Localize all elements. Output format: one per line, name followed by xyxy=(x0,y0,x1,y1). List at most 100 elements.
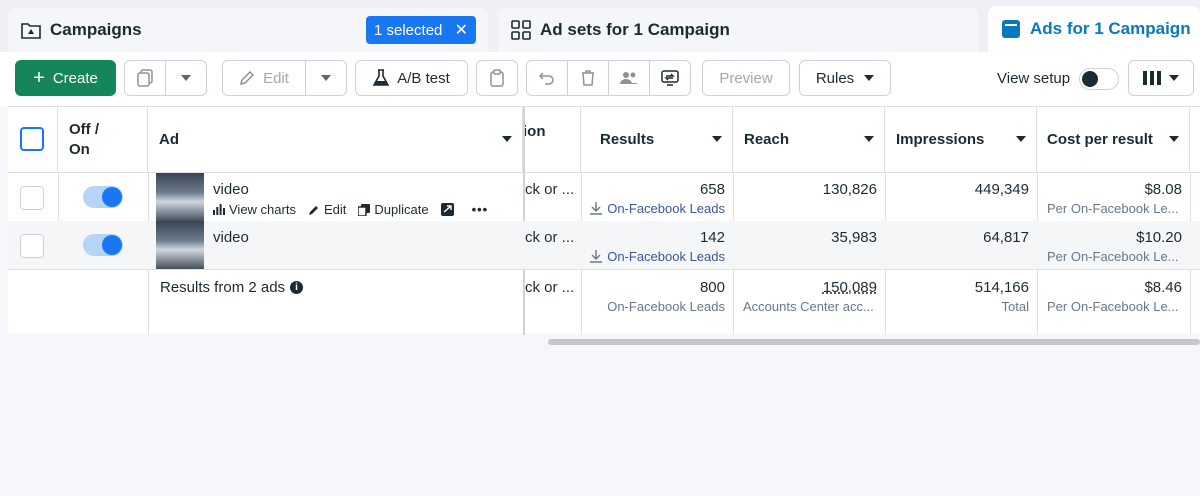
results-type-link[interactable]: On-Facebook Leads xyxy=(581,201,725,216)
chevron-down-icon xyxy=(321,75,331,81)
toggle-knob xyxy=(1082,71,1098,87)
cost-cell: $8.08 Per On-Facebook Le... xyxy=(1037,181,1190,216)
view-setup-toggle[interactable] xyxy=(1079,68,1119,90)
header-impressions[interactable]: Impressions xyxy=(885,107,1037,173)
header-partial[interactable]: ion xyxy=(523,107,581,173)
duplicate-icon xyxy=(137,69,153,87)
summary-results-subtitle: On-Facebook Leads xyxy=(607,299,725,314)
edit-link[interactable]: Edit xyxy=(308,202,346,217)
columns-button[interactable] xyxy=(1128,60,1194,96)
header-reach-label: Reach xyxy=(744,131,790,148)
close-icon[interactable]: ✕ xyxy=(454,22,468,39)
table-row[interactable]: video ck or ... 142 On-Facebook Leads 35… xyxy=(8,221,1200,269)
selected-chip[interactable]: 1 selected ✕ xyxy=(366,16,476,44)
summary-impressions-value: 514,166 xyxy=(974,279,1029,296)
results-value: 658 xyxy=(699,181,725,198)
cost-subtitle: Per On-Facebook Le... xyxy=(1047,201,1179,216)
header-impressions-label: Impressions xyxy=(896,131,985,148)
tab-campaigns[interactable]: Campaigns 1 selected ✕ xyxy=(8,8,488,52)
header-reach[interactable]: Reach xyxy=(733,107,885,173)
row-checkbox[interactable] xyxy=(20,186,44,210)
grid-icon xyxy=(510,19,532,41)
edit-dropdown[interactable] xyxy=(305,60,347,96)
duplicate-link-label: Duplicate xyxy=(374,202,429,217)
summary-cost-subtitle: Per On-Facebook Le... xyxy=(1047,299,1179,314)
summary-reach-subtitle: Accounts Center acc... xyxy=(743,299,874,314)
edit-button[interactable]: Edit xyxy=(222,60,306,96)
summary-cost-value: $8.46 xyxy=(1144,279,1182,296)
chevron-down-icon xyxy=(864,75,875,81)
header-results[interactable]: Results xyxy=(581,107,733,173)
delete-button[interactable] xyxy=(567,60,609,96)
clipboard-button[interactable] xyxy=(476,60,518,96)
clipboard-icon xyxy=(490,69,504,87)
horizontal-scrollbar[interactable] xyxy=(548,339,1200,345)
ad-name[interactable]: video xyxy=(213,181,249,198)
duplicate-icon xyxy=(358,203,371,216)
people-icon xyxy=(620,72,638,84)
results-type-label: On-Facebook Leads xyxy=(607,201,725,216)
cost-subtitle: Per On-Facebook Le... xyxy=(1047,249,1179,264)
folder-icon xyxy=(20,19,42,41)
tab-ads[interactable]: Ads for 1 Campaign xyxy=(988,6,1200,52)
ab-test-label: A/B test xyxy=(397,69,450,87)
impressions-value: 449,349 xyxy=(974,181,1029,198)
preview-button[interactable]: Preview xyxy=(702,60,790,96)
header-results-label: Results xyxy=(600,131,655,148)
view-charts-label: View charts xyxy=(229,202,296,217)
duplicate-link[interactable]: Duplicate xyxy=(358,202,429,217)
results-type-label: On-Facebook Leads xyxy=(607,249,725,264)
ad-thumbnail[interactable] xyxy=(156,173,204,221)
chevron-down-icon xyxy=(1169,136,1179,142)
external-link[interactable] xyxy=(440,203,454,216)
tab-ad-sets[interactable]: Ad sets for 1 Campaign xyxy=(498,8,978,52)
pencil-icon xyxy=(308,205,318,215)
chevron-down-icon xyxy=(181,75,191,81)
ads-table: Off / On Ad ion Results Reach Impression… xyxy=(8,106,1200,335)
edit-label: Edit xyxy=(263,69,289,87)
rules-button[interactable]: Rules xyxy=(799,60,891,96)
summary-cost-cell: $8.46 Per On-Facebook Le... xyxy=(1037,279,1190,314)
cost-value: $8.08 xyxy=(1144,181,1182,198)
cost-cell: $10.20 Per On-Facebook Le... xyxy=(1037,229,1190,264)
chevron-down-icon xyxy=(864,136,874,142)
summary-reach-value[interactable]: 150,089 xyxy=(822,279,877,296)
ad-name[interactable]: video xyxy=(213,229,249,246)
tab-ad-sets-label: Ad sets for 1 Campaign xyxy=(540,20,730,39)
select-all-checkbox[interactable] xyxy=(20,127,44,151)
ad-status-toggle[interactable] xyxy=(83,186,123,208)
summary-results-value: 800 xyxy=(699,279,725,296)
ad-thumbnail[interactable] xyxy=(156,221,204,269)
pin-icon xyxy=(440,203,454,216)
pencil-icon xyxy=(240,70,255,86)
view-setup-label: View setup xyxy=(997,70,1071,87)
compare-button[interactable] xyxy=(649,60,691,96)
summary-results-cell: 800 On-Facebook Leads xyxy=(581,279,733,314)
view-charts-link[interactable]: View charts xyxy=(213,202,296,217)
audience-button[interactable] xyxy=(608,60,650,96)
cost-value: $10.20 xyxy=(1136,229,1182,246)
results-type-link[interactable]: On-Facebook Leads xyxy=(581,249,725,264)
download-icon xyxy=(590,202,603,215)
info-icon[interactable]: i xyxy=(290,281,304,294)
summary-partial-value: ck or ... xyxy=(525,279,575,296)
more-options-icon[interactable]: ••• xyxy=(471,202,489,217)
impressions-value: 64,817 xyxy=(983,229,1029,246)
row-actions: View charts Edit Duplicate ••• xyxy=(213,202,500,217)
header-ad[interactable]: Ad xyxy=(148,107,523,173)
duplicate-button[interactable] xyxy=(124,60,166,96)
header-select-all xyxy=(8,107,58,173)
tab-bar: Campaigns 1 selected ✕ Ad sets for 1 Cam… xyxy=(0,0,1200,52)
header-cost-per-result-label: Cost per result xyxy=(1047,131,1153,148)
ad-status-toggle[interactable] xyxy=(83,234,123,256)
toolbar: + Create Edit A/B test Preview Rules Vie… xyxy=(0,52,1200,106)
create-button[interactable]: + Create xyxy=(15,60,116,96)
table-row[interactable]: video View charts Edit Duplicate ••• ck … xyxy=(8,173,1200,221)
row-checkbox[interactable] xyxy=(20,234,44,258)
header-cost-per-result[interactable]: Cost per result xyxy=(1037,107,1190,173)
ab-test-button[interactable]: A/B test xyxy=(355,60,468,96)
trash-icon xyxy=(582,70,594,86)
undo-button[interactable] xyxy=(526,60,568,96)
header-partial-label: ion xyxy=(523,123,546,140)
duplicate-dropdown[interactable] xyxy=(165,60,207,96)
